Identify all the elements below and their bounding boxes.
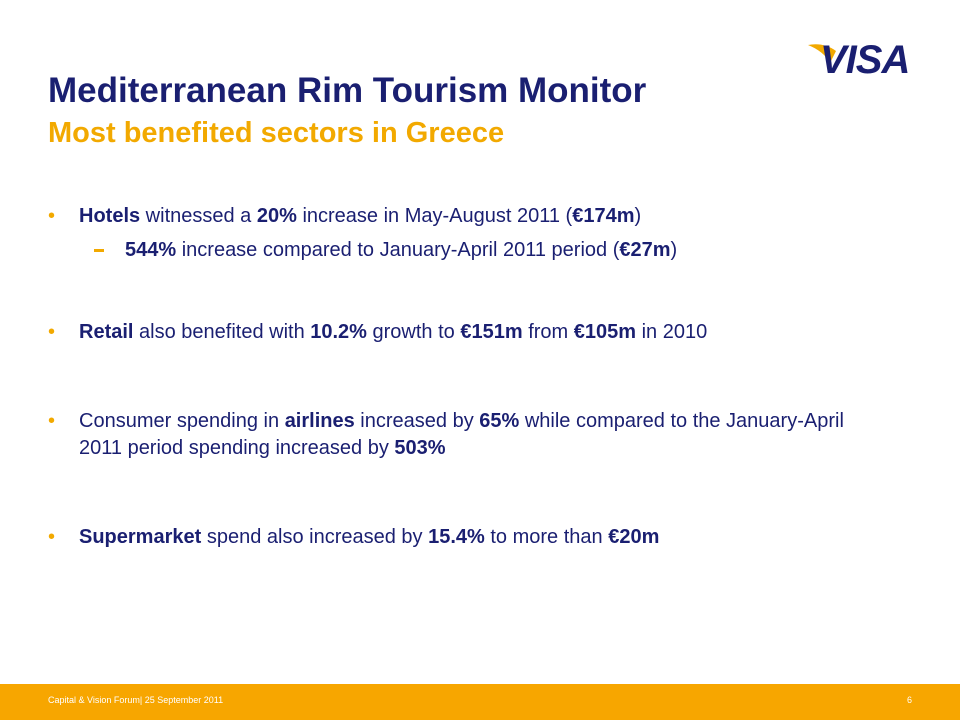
sub-bullet-text: 544% increase compared to January-April … <box>125 237 845 264</box>
footer-text: Capital & Vision Forum| 25 September 201… <box>48 695 224 705</box>
bold-figure: 503% <box>394 437 446 459</box>
visa-logo: VISA <box>808 40 916 82</box>
text-run: while compared to the January-April 2011… <box>79 410 844 459</box>
text-run: ) <box>634 205 642 227</box>
bullet-dot: • <box>48 526 56 548</box>
bold-term: airlines <box>284 410 355 432</box>
bold-figure: €20m <box>608 526 660 548</box>
bold-figure: €151m <box>460 321 523 343</box>
bold-figure: €27m <box>619 239 671 261</box>
bold-figure: 20% <box>256 205 297 227</box>
footer-bar: Capital & Vision Forum| 25 September 201… <box>0 684 960 720</box>
bullet-dot: • <box>48 410 56 432</box>
bold-figure: 10.2% <box>310 321 367 343</box>
bold-figure: 15.4% <box>428 526 485 548</box>
text-run: increase compared to January-April 2011 … <box>176 239 620 261</box>
text-run: witnessed a <box>140 205 257 227</box>
bullet-text: Supermarket spend also increased by 15.4… <box>79 524 869 551</box>
text-run: also benefited with <box>133 321 311 343</box>
slide-subtitle: Most benefited sectors in Greece <box>48 117 505 149</box>
slide-title: Mediterranean Rim Tourism Monitor <box>48 71 647 110</box>
bold-figure: €174m <box>572 205 635 227</box>
bold-figure: 65% <box>479 410 520 432</box>
visa-swoosh-icon <box>808 44 836 63</box>
text-run: spend also increased by <box>201 526 429 548</box>
visa-logo-text: VISA <box>820 38 910 82</box>
text-run: increased by <box>354 410 480 432</box>
bullet-dot: • <box>48 321 56 343</box>
bold-term: Supermarket <box>79 526 202 548</box>
bullet-text: Consumer spending in airlines increased … <box>79 408 869 462</box>
bullet-text: Retail also benefited with 10.2% growth … <box>79 319 869 346</box>
bold-term: Retail <box>79 321 134 343</box>
text-run: from <box>522 321 574 343</box>
bold-figure: €105m <box>573 321 637 343</box>
text-run: increase in May-August 2011 ( <box>296 205 573 227</box>
bold-figure: 544% <box>125 239 177 261</box>
text-run: growth to <box>366 321 461 343</box>
text-run: to more than <box>484 526 609 548</box>
dash-bullet <box>94 249 104 252</box>
text-run: ) <box>670 239 678 261</box>
text-run: in 2010 <box>636 321 708 343</box>
bold-term: Hotels <box>79 205 141 227</box>
bullet-dot: • <box>48 205 56 227</box>
text-run: Consumer spending in <box>79 410 285 432</box>
page-number: 6 <box>906 695 912 705</box>
bullet-text: Hotels witnessed a 20% increase in May-A… <box>79 203 869 230</box>
